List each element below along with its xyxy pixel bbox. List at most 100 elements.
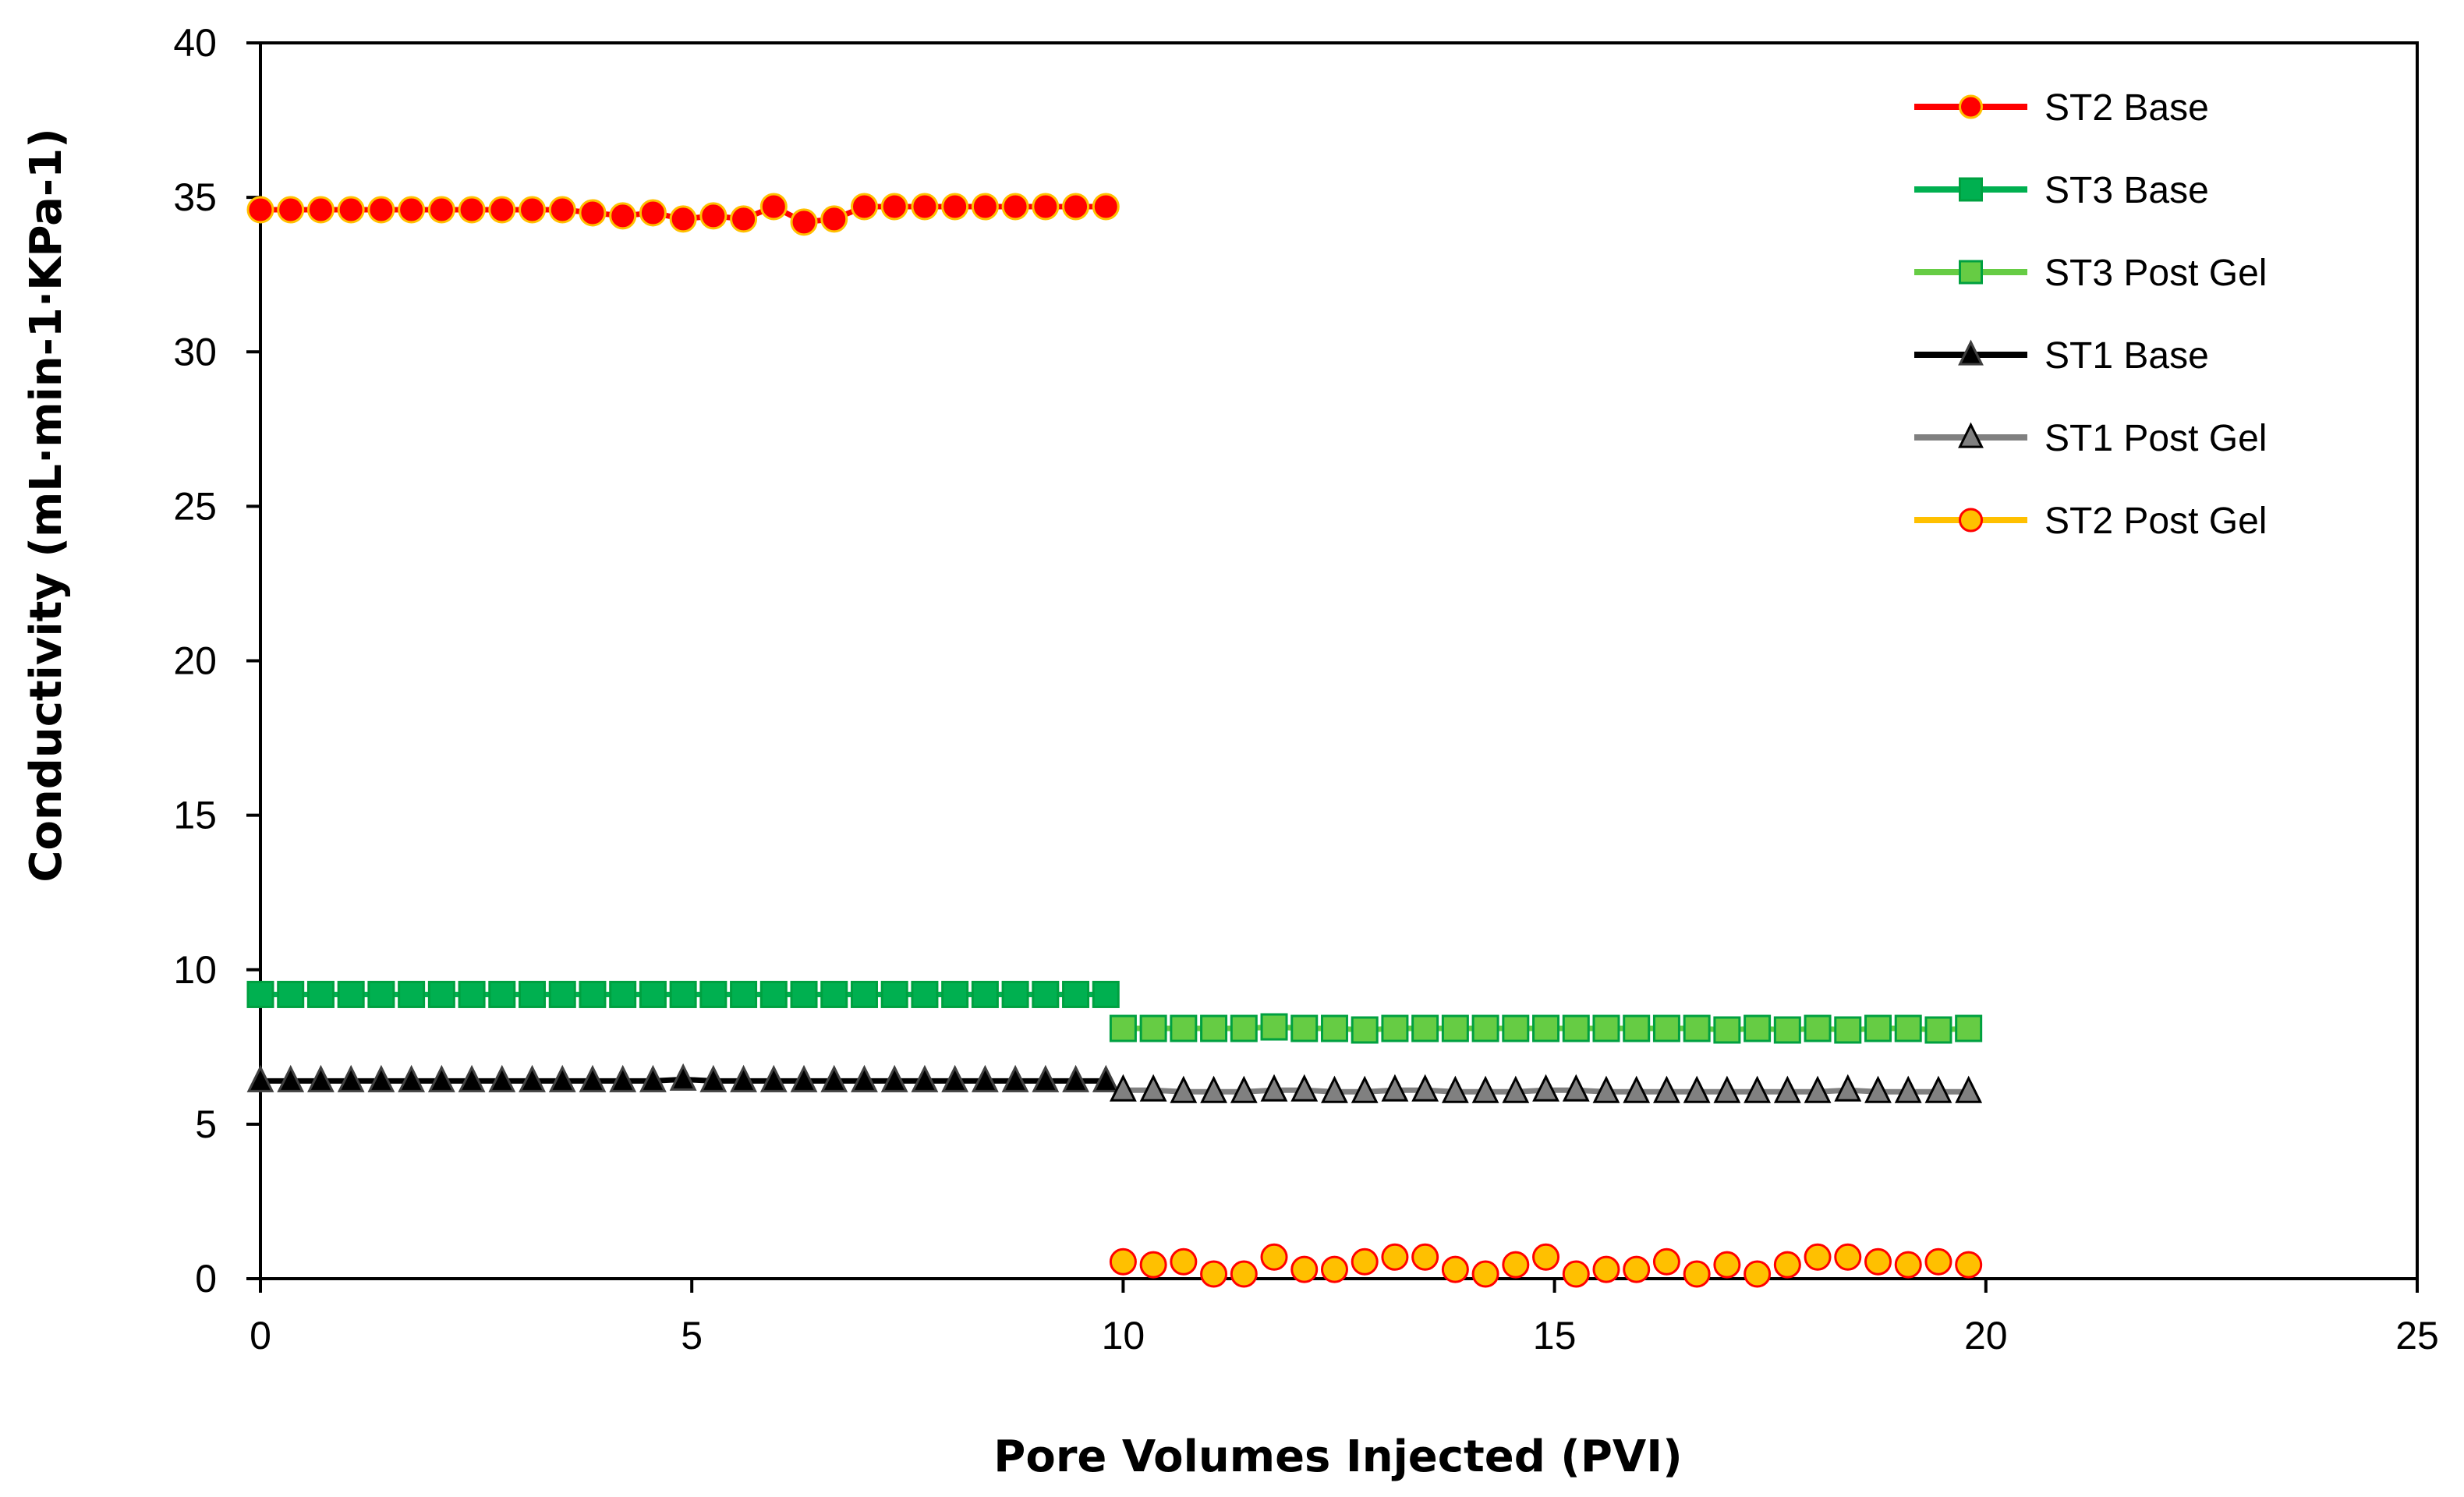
series-st1-base (246, 1063, 1120, 1092)
st3-post-gel-point (1623, 1014, 1651, 1042)
st3-base-point (941, 980, 969, 1008)
y-tick-label: 5 (195, 1102, 217, 1146)
st3-base-point (790, 980, 818, 1008)
st1-base-point (488, 1064, 516, 1092)
st2-base-point (277, 196, 305, 224)
st1-base-point (941, 1064, 969, 1092)
series-st3-post-gel (1109, 1013, 1983, 1044)
st1-base-point (519, 1064, 546, 1092)
st3-post-gel-point (1351, 1016, 1379, 1044)
st2-base-point (669, 205, 697, 233)
st3-base-point (277, 980, 305, 1008)
st2-base-point (730, 205, 758, 233)
st3-post-gel-point (1320, 1014, 1348, 1042)
st1-base-point (1032, 1064, 1060, 1092)
legend-marker-st2-post-gel (1959, 508, 1983, 533)
st1-base-point (911, 1064, 939, 1092)
st2-base-point (1032, 193, 1060, 221)
st3-post-gel-point (1532, 1014, 1560, 1042)
st1-post-gel-point (1200, 1075, 1227, 1103)
st1-base-point (427, 1064, 455, 1092)
st2-post-gel-point (1894, 1251, 1922, 1279)
st3-post-gel-point (1834, 1016, 1862, 1044)
st2-post-gel-point (1139, 1251, 1167, 1279)
st1-post-gel-point (1592, 1075, 1620, 1103)
st2-post-gel-point (1351, 1248, 1379, 1276)
st3-post-gel-point (1471, 1014, 1499, 1042)
st3-post-gel-point (1864, 1014, 1892, 1042)
st1-post-gel-point (1864, 1075, 1892, 1103)
st1-base-point (699, 1064, 728, 1092)
st1-base-point (759, 1064, 788, 1092)
st3-base-point (1092, 980, 1120, 1008)
st2-base-point (759, 193, 788, 221)
st2-post-gel-point (1562, 1260, 1590, 1288)
st3-post-gel-point (1441, 1014, 1469, 1042)
st2-post-gel-point (1170, 1248, 1198, 1276)
x-axis-ticks: 0 5 10 15 20 25 (250, 1279, 2439, 1357)
st2-post-gel-point (1652, 1248, 1680, 1276)
y-axis-ticks: 0 5 10 15 20 25 30 35 40 (173, 21, 260, 1301)
st1-post-gel-point (1683, 1075, 1711, 1103)
series-layer (246, 193, 1983, 1288)
legend-marker-st3-base (1959, 177, 1983, 202)
st2-base-point (820, 205, 848, 233)
st1-base-point (367, 1064, 395, 1092)
st2-base-point (850, 193, 878, 221)
st2-post-gel-point (1200, 1260, 1228, 1288)
st3-post-gel-point (1744, 1014, 1772, 1042)
st2-base-point (1092, 193, 1120, 221)
st3-base-point (579, 980, 607, 1008)
y-tick-label: 25 (173, 484, 217, 528)
st1-base-point (851, 1064, 878, 1092)
st1-base-point (971, 1064, 999, 1092)
legend-label-st1-post-gel: ST1 Post Gel (2044, 418, 2267, 459)
st2-base-point (1062, 193, 1090, 221)
st3-post-gel-point (1713, 1016, 1741, 1044)
x-tick-label: 5 (681, 1314, 703, 1357)
st1-post-gel-point (1290, 1074, 1319, 1102)
st3-base-point (639, 980, 667, 1008)
st3-post-gel-point (1592, 1014, 1620, 1042)
st3-post-gel-point (1683, 1014, 1711, 1042)
st2-base-point (639, 199, 667, 227)
st1-post-gel-point (1411, 1074, 1439, 1102)
st1-base-point (639, 1064, 667, 1092)
legend-marker-st2-base (1959, 94, 1983, 119)
st2-base-point (609, 202, 637, 230)
st1-base-point (337, 1064, 365, 1092)
y-tick-label: 35 (173, 175, 217, 219)
st3-base-point (1062, 980, 1090, 1008)
st1-post-gel-point (1955, 1075, 1983, 1103)
st3-post-gel-point (1170, 1014, 1198, 1042)
st2-post-gel-point (1290, 1255, 1319, 1283)
st1-base-point (669, 1063, 697, 1091)
st2-post-gel-point (1592, 1255, 1620, 1283)
st2-base-point (367, 196, 395, 224)
st2-post-gel-point (1713, 1251, 1741, 1279)
y-tick-label: 10 (173, 948, 217, 992)
x-tick-label: 20 (1964, 1314, 2008, 1357)
st3-base-point (367, 980, 395, 1008)
st1-post-gel-point (1139, 1074, 1167, 1102)
x-tick-label: 15 (1533, 1314, 1577, 1357)
legend-label-st3-post-gel: ST3 Post Gel (2044, 253, 2267, 294)
st2-base-point (427, 196, 455, 224)
st1-post-gel-point (1260, 1074, 1288, 1102)
x-tick-label: 0 (250, 1314, 271, 1357)
st3-post-gel-point (1894, 1014, 1922, 1042)
st1-base-point (1092, 1064, 1120, 1092)
st3-base-point (427, 980, 455, 1008)
st3-base-point (820, 980, 848, 1008)
st1-post-gel-point (1773, 1075, 1801, 1103)
st3-base-point (911, 980, 939, 1008)
st2-post-gel-point (1260, 1243, 1288, 1271)
legend-label-st2-post-gel: ST2 Post Gel (2044, 501, 2267, 542)
st3-post-gel-point (1200, 1014, 1228, 1042)
y-tick-label: 20 (173, 639, 217, 683)
st1-base-point (548, 1064, 576, 1092)
st3-base-point (519, 980, 547, 1008)
st3-base-point (759, 980, 788, 1008)
